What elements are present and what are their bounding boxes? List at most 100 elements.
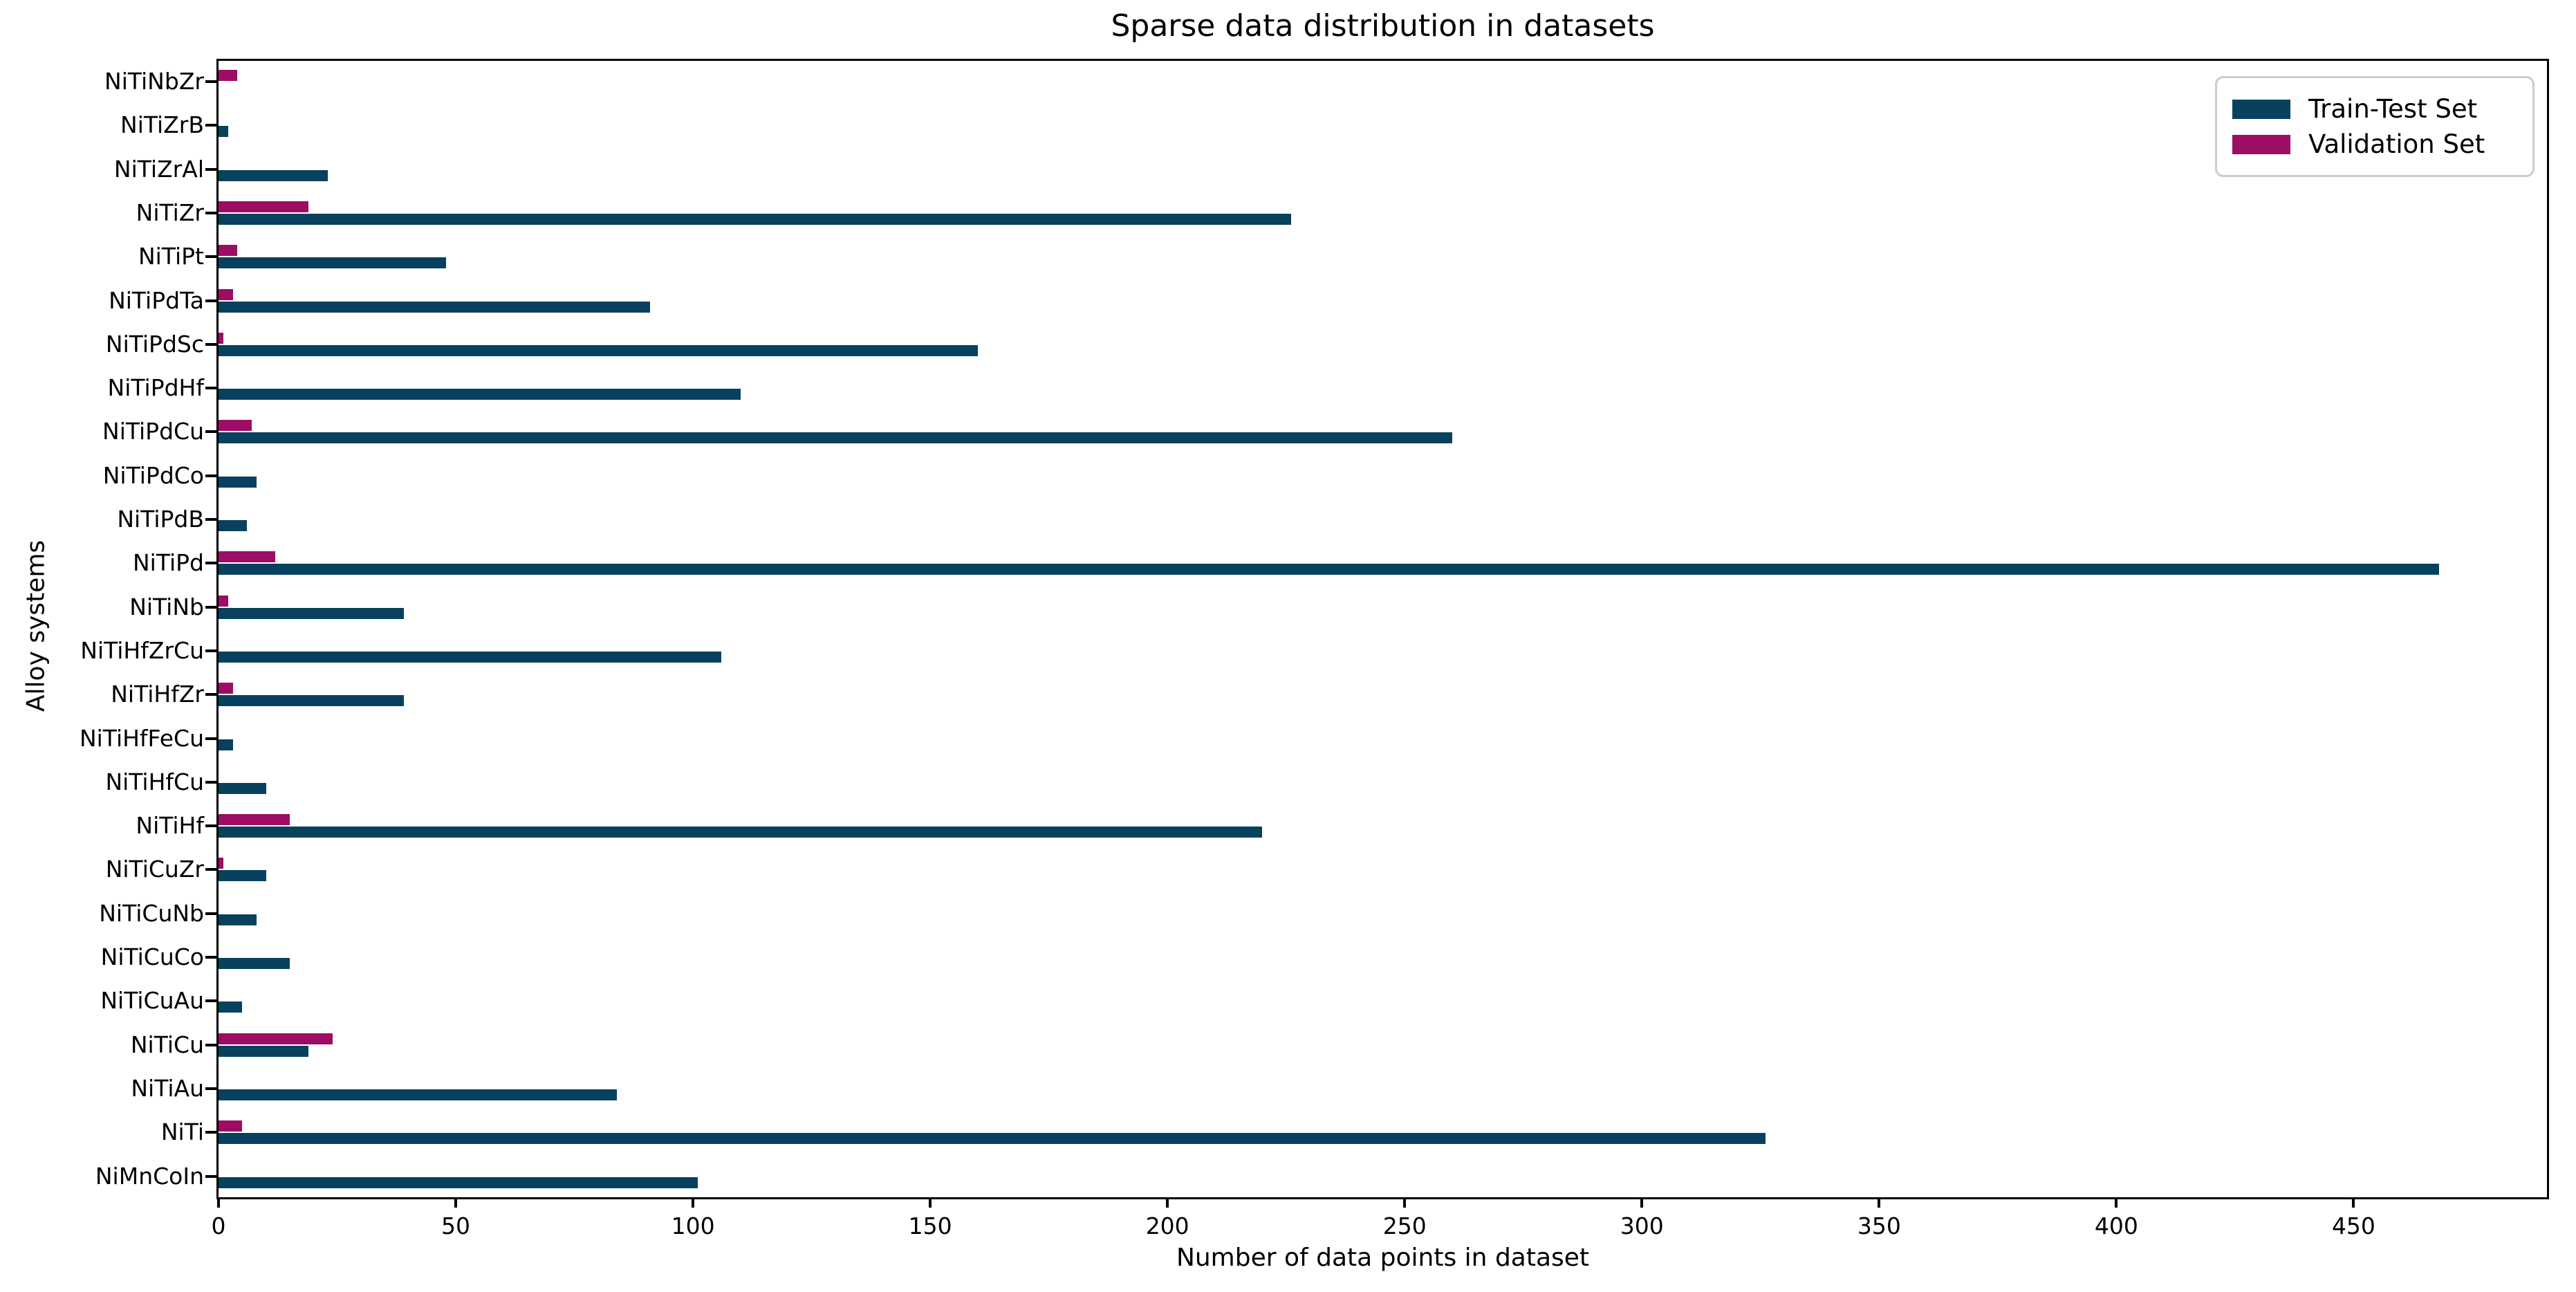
y-tick-mark xyxy=(205,211,217,214)
bar-validation-NiTiPt xyxy=(219,245,238,257)
train-test-swatch xyxy=(2232,99,2290,119)
y-tick-label-NiTiCuAu: NiTiCuAu xyxy=(100,987,204,1015)
y-tick-label-NiTiHfZr: NiTiHfZr xyxy=(111,681,204,708)
x-tick-label-50: 50 xyxy=(441,1212,471,1239)
bar-train-test-NiTiCu xyxy=(219,1045,309,1057)
bar-train-test-NiTiPdCu xyxy=(219,432,1452,444)
x-tick-mark xyxy=(1166,1197,1169,1208)
x-axis-label: Number of data points in dataset xyxy=(1176,1244,1590,1272)
bar-validation-NiTi xyxy=(219,1120,243,1132)
y-tick-label-NiTi: NiTi xyxy=(160,1118,204,1146)
y-tick-mark xyxy=(205,518,217,521)
y-tick-label-NiTiHfCu: NiTiHfCu xyxy=(105,768,204,795)
bar-train-test-NiTiPdSc xyxy=(219,344,978,356)
y-tick-label-NiTiPdB: NiTiPdB xyxy=(117,506,204,533)
x-tick-mark xyxy=(1878,1197,1881,1208)
bar-train-test-NiTiZrB xyxy=(219,126,228,138)
x-tick-mark xyxy=(2115,1197,2118,1208)
bar-validation-NiTiHfZr xyxy=(219,683,233,694)
bar-validation-NiTiCuZr xyxy=(219,858,223,869)
bar-validation-NiTiNbZr xyxy=(219,70,238,81)
y-tick-mark xyxy=(205,299,217,302)
bar-train-test-NiTiPt xyxy=(219,257,447,269)
bar-validation-NiTiPdTa xyxy=(219,288,233,300)
y-tick-mark xyxy=(205,649,217,652)
bar-train-test-NiTiPdB xyxy=(219,520,248,531)
x-tick-label-100: 100 xyxy=(671,1212,715,1239)
x-tick-label-350: 350 xyxy=(1857,1212,1901,1239)
x-tick-label-400: 400 xyxy=(2094,1212,2138,1239)
y-tick-label-NiTiZrB: NiTiZrB xyxy=(120,111,204,139)
y-tick-mark xyxy=(205,912,217,915)
y-tick-label-NiTiPdSc: NiTiPdSc xyxy=(105,330,204,358)
bar-train-test-NiTiNb xyxy=(219,607,404,619)
y-tick-label-NiTiCu: NiTiCu xyxy=(130,1031,204,1058)
x-tick-mark xyxy=(1640,1197,1644,1208)
y-tick-mark xyxy=(205,780,217,784)
bar-train-test-NiTi xyxy=(219,1133,1766,1145)
bar-train-test-NiTiPdHf xyxy=(219,389,741,400)
y-tick-mark xyxy=(205,80,217,83)
y-tick-mark xyxy=(205,1174,217,1178)
x-tick-label-300: 300 xyxy=(1620,1212,1664,1239)
bar-train-test-NiTiZrAl xyxy=(219,169,328,181)
bar-train-test-NiTiPd xyxy=(219,564,2439,575)
y-tick-mark xyxy=(205,999,217,1003)
y-tick-mark xyxy=(205,562,217,565)
bar-train-test-NiTiCuCo xyxy=(219,958,290,969)
y-tick-mark xyxy=(205,824,217,828)
x-tick-mark xyxy=(454,1197,458,1208)
y-tick-label-NiTiCuZr: NiTiCuZr xyxy=(105,856,204,883)
y-tick-mark xyxy=(205,255,217,259)
bar-train-test-NiTiPdTa xyxy=(219,301,651,313)
y-tick-mark xyxy=(205,430,217,434)
bar-train-test-NiTiCuZr xyxy=(219,870,266,882)
bar-validation-NiTiNb xyxy=(219,595,228,607)
y-tick-mark xyxy=(205,1087,217,1090)
x-tick-label-450: 450 xyxy=(2331,1212,2375,1239)
legend-row-train-test: Train-Test Set xyxy=(2232,96,2532,122)
x-tick-label-200: 200 xyxy=(1145,1212,1189,1239)
legend-row-validation: Validation Set xyxy=(2232,131,2532,157)
y-tick-mark xyxy=(205,1131,217,1134)
plot-area xyxy=(216,59,2549,1199)
y-tick-mark xyxy=(205,956,217,959)
x-tick-label-0: 0 xyxy=(211,1212,226,1239)
validation-swatch xyxy=(2232,134,2290,154)
y-tick-mark xyxy=(205,124,217,127)
y-tick-label-NiTiPd: NiTiPd xyxy=(132,549,204,577)
bar-train-test-NiTiCuAu xyxy=(219,1002,243,1013)
bar-train-test-NiTiCuNb xyxy=(219,914,257,925)
bar-train-test-NiTiPdCo xyxy=(219,476,257,488)
bar-train-test-NiTiHfFeCu xyxy=(219,739,233,750)
bar-validation-NiTiPd xyxy=(219,551,276,563)
legend-label-validation: Validation Set xyxy=(2308,129,2485,159)
y-tick-mark xyxy=(205,342,217,346)
bar-validation-NiTiHf xyxy=(219,814,290,826)
x-tick-label-250: 250 xyxy=(1382,1212,1427,1239)
y-tick-label-NiTiHf: NiTiHf xyxy=(136,812,204,840)
legend-label-train-test: Train-Test Set xyxy=(2308,94,2478,124)
chart-title: Sparse data distribution in datasets xyxy=(1111,8,1655,44)
bar-train-test-NiTiHf xyxy=(219,827,1263,838)
bar-validation-NiTiPdCu xyxy=(219,420,252,432)
x-tick-mark xyxy=(217,1197,220,1208)
y-tick-label-NiTiPdCu: NiTiPdCu xyxy=(102,418,204,445)
bar-train-test-NiTiAu xyxy=(219,1089,618,1100)
y-tick-label-NiTiPt: NiTiPt xyxy=(138,243,204,270)
y-tick-label-NiTiAu: NiTiAu xyxy=(131,1074,204,1102)
legend: Train-Test Set Validation Set xyxy=(2215,76,2535,177)
x-tick-label-150: 150 xyxy=(908,1212,952,1239)
x-tick-mark xyxy=(692,1197,695,1208)
y-tick-mark xyxy=(205,474,217,477)
x-tick-mark xyxy=(929,1197,932,1208)
y-tick-label-NiTiNb: NiTiNb xyxy=(129,593,204,620)
y-tick-label-NiTiNbZr: NiTiNbZr xyxy=(104,68,204,95)
bar-train-test-NiTiHfZr xyxy=(219,695,404,707)
y-tick-label-NiTiCuNb: NiTiCuNb xyxy=(99,899,204,927)
y-tick-label-NiTiPdTa: NiTiPdTa xyxy=(109,286,204,314)
y-tick-mark xyxy=(205,737,217,740)
y-tick-label-NiTiHfFeCu: NiTiHfFeCu xyxy=(79,724,204,752)
bar-train-test-NiMnCoIn xyxy=(219,1176,698,1188)
